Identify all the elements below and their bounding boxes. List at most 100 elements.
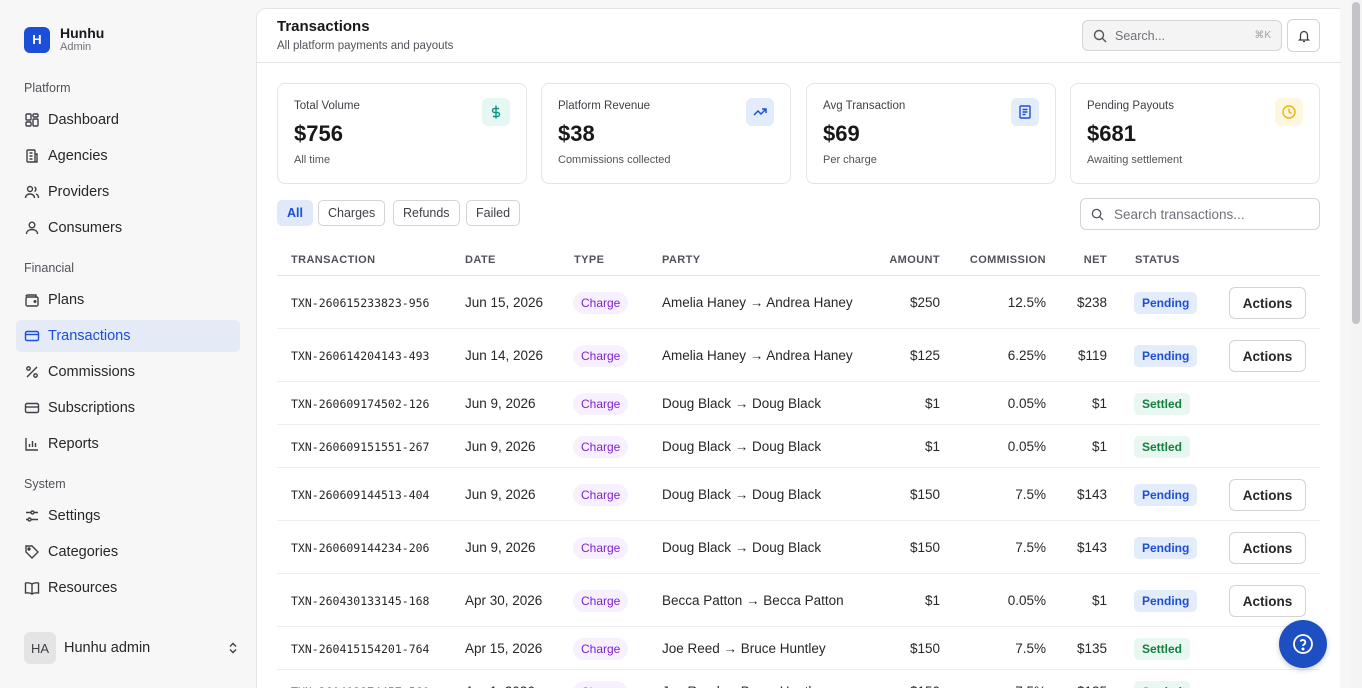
notifications-button[interactable]	[1287, 19, 1320, 52]
help-button[interactable]	[1279, 620, 1327, 668]
stat-subtext: Commissions collected	[558, 154, 671, 166]
sidebar-item-settings[interactable]: Settings	[16, 500, 240, 532]
sidebar-item-categories[interactable]: Categories	[16, 536, 240, 568]
tag-icon	[24, 544, 40, 560]
actions-button[interactable]: Actions	[1229, 287, 1306, 319]
column-header[interactable]: DATE	[465, 254, 496, 266]
status-badge: Pending	[1134, 590, 1198, 612]
section-label-system: System	[24, 477, 66, 491]
table-row[interactable]: TXN-260430133145-168 Apr 30, 2026 Charge Be…	[277, 574, 1320, 627]
card-icon	[24, 400, 40, 416]
transaction-net: $238	[1076, 295, 1107, 310]
sidebar-item-reports[interactable]: Reports	[16, 428, 240, 460]
actions-button[interactable]: Actions	[1229, 585, 1306, 617]
actions-button[interactable]: Actions	[1229, 340, 1306, 372]
filter-failed[interactable]: Failed	[466, 200, 521, 226]
building-icon	[24, 148, 40, 164]
global-search-input[interactable]: Search... ⌘K	[1082, 20, 1282, 51]
transaction-id: TXN-260609174502-126	[291, 397, 430, 411]
transaction-party: Doug Black → Doug Black	[662, 396, 822, 411]
filter-all[interactable]: All	[277, 200, 313, 226]
transaction-amount: $1	[924, 439, 940, 454]
user-menu[interactable]: HA Hunhu admin	[24, 632, 240, 664]
column-header[interactable]: NET	[1083, 254, 1107, 266]
shortcut-hint: ⌘K	[1254, 30, 1271, 41]
transaction-id: TXN-260615233823-956	[291, 296, 430, 310]
table-row[interactable]: TXN-260615233823-956 Jun 15, 2026 Charge Am…	[277, 276, 1320, 329]
transaction-id: TXN-260609144513-404	[291, 488, 430, 502]
scrollbar[interactable]	[1350, 0, 1362, 688]
section-label-platform: Platform	[24, 81, 71, 95]
stat-value: $38	[558, 121, 595, 146]
table-row[interactable]: TXN-260609151551-267 Jun 9, 2026 Charge Dou…	[277, 425, 1320, 468]
search-icon	[1091, 208, 1104, 221]
filter-charges[interactable]: Charges	[318, 200, 386, 226]
transaction-party: Doug Black → Doug Black	[662, 540, 822, 555]
transaction-amount: $150	[909, 641, 940, 656]
transaction-commission: 7.5%	[1015, 641, 1046, 656]
transaction-party: Amelia Haney → Andrea Haney	[662, 295, 853, 310]
sidebar-item-resources[interactable]: Resources	[16, 572, 240, 604]
sidebar-item-commissions[interactable]: Commissions	[16, 356, 240, 388]
transaction-net: $135	[1007, 684, 1107, 688]
type-badge: Charge	[573, 292, 629, 314]
user-icon	[24, 220, 40, 236]
sidebar-item-subscriptions[interactable]: Subscriptions	[16, 392, 240, 424]
column-header[interactable]: AMOUNT	[889, 254, 940, 266]
sidebar-item-plans[interactable]: Plans	[16, 284, 240, 316]
brand[interactable]: H Hunhu Admin	[24, 26, 104, 53]
table-row[interactable]: TXN-260401174457-560 Apr 1, 2026 Charge Joe…	[277, 670, 1320, 688]
transaction-commission: 6.25%	[1007, 348, 1046, 363]
transaction-amount: $1	[924, 593, 940, 608]
table-row[interactable]: TXN-260609174502-126 Jun 9, 2026 Charge Dou…	[277, 382, 1320, 425]
transaction-net: $1	[1091, 593, 1107, 608]
transaction-commission: 7.5%	[1015, 487, 1046, 502]
transaction-net: $143	[1076, 540, 1107, 555]
sidebar-item-transactions[interactable]: Transactions	[16, 320, 240, 352]
filter-refunds[interactable]: Refunds	[393, 200, 460, 226]
type-badge: Charge	[573, 590, 629, 612]
column-header[interactable]: TYPE	[574, 254, 605, 266]
section-label-financial: Financial	[24, 261, 75, 275]
search-placeholder: Search transactions...	[1114, 206, 1245, 222]
transaction-date: Apr 1, 2026	[465, 684, 535, 688]
transaction-amount: $1	[924, 396, 940, 411]
table-row[interactable]: TXN-260609144234-206 Jun 9, 2026 Charge Dou…	[277, 521, 1320, 574]
table-row[interactable]: TXN-260609144513-404 Jun 9, 2026 Charge Dou…	[277, 468, 1320, 521]
actions-button[interactable]: Actions	[1229, 532, 1306, 564]
users-icon	[24, 184, 40, 200]
column-header[interactable]: TRANSACTION	[291, 254, 376, 266]
sidebar-item-providers[interactable]: Providers	[16, 176, 240, 208]
column-header[interactable]: STATUS	[1135, 254, 1180, 266]
stat-value: $756	[294, 121, 343, 146]
transaction-commission: 7.5%	[946, 684, 1046, 688]
column-header[interactable]: PARTY	[662, 254, 701, 266]
status-badge: Settled	[1134, 436, 1191, 458]
sidebar-item-consumers[interactable]: Consumers	[16, 212, 240, 244]
transaction-commission: 12.5%	[1007, 295, 1046, 310]
search-placeholder: Search...	[1115, 28, 1166, 43]
help-circle-icon	[1293, 634, 1313, 654]
transaction-id: TXN-260614204143-493	[291, 349, 430, 363]
sidebar-item-label: Settings	[48, 508, 101, 524]
dashboard-icon	[24, 112, 40, 128]
receipt-icon	[1011, 98, 1039, 126]
status-badge: Settled	[1134, 638, 1191, 660]
column-header[interactable]: COMMISSION	[969, 254, 1046, 266]
transaction-date: Jun 9, 2026	[465, 540, 536, 555]
sidebar-item-label: Consumers	[48, 220, 123, 236]
percent-icon	[24, 364, 40, 380]
brand-logo: H	[24, 26, 50, 53]
transaction-amount: $150	[840, 684, 940, 688]
table-row[interactable]: TXN-260415154201-764 Apr 15, 2026 Charge Jo…	[277, 627, 1320, 670]
transactions-search-input[interactable]: Search transactions...	[1080, 198, 1320, 230]
transaction-net: $135	[1076, 641, 1107, 656]
transaction-amount: $125	[909, 348, 940, 363]
transaction-net: $1	[1091, 439, 1107, 454]
table-row[interactable]: TXN-260614204143-493 Jun 14, 2026 Charge Am…	[277, 329, 1320, 382]
actions-button[interactable]: Actions	[1229, 479, 1306, 511]
scrollbar-thumb[interactable]	[1352, 2, 1360, 324]
sidebar-item-agencies[interactable]: Agencies	[16, 140, 240, 172]
sidebar-item-dashboard[interactable]: Dashboard	[16, 104, 240, 136]
transaction-id: TXN-260609151551-267	[291, 440, 430, 454]
